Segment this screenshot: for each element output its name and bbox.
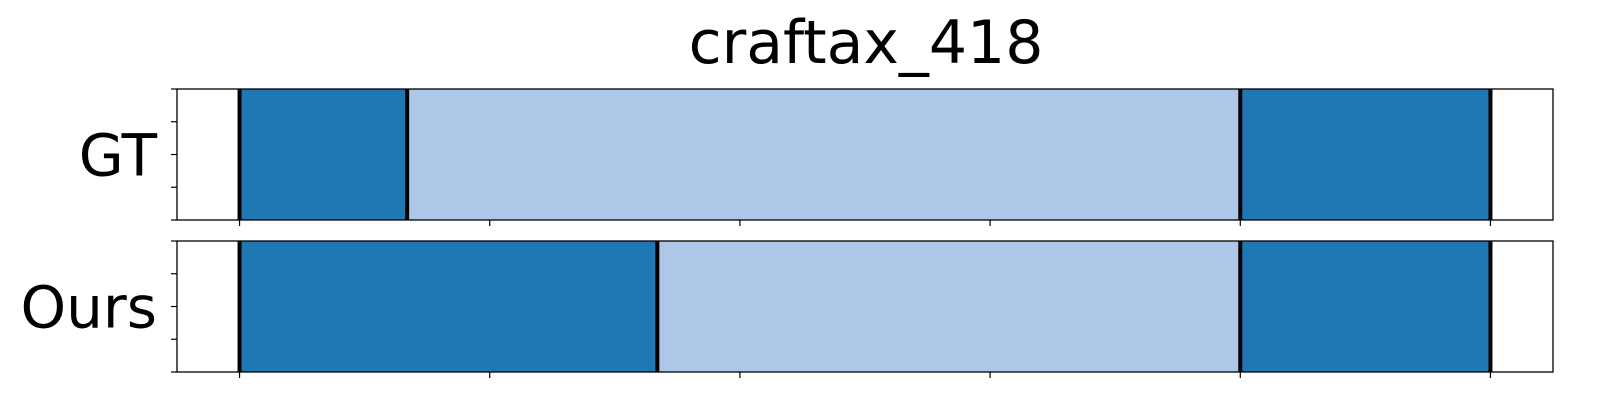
row-label-ours: Ours bbox=[21, 274, 157, 342]
segment-ours-1 bbox=[239, 241, 658, 372]
segment-ours-2 bbox=[657, 241, 1241, 372]
segment-gt-3 bbox=[1240, 89, 1491, 220]
segment-gt-1 bbox=[239, 89, 408, 220]
row-gt: GT bbox=[79, 88, 1554, 226]
segment-ours-3 bbox=[1240, 241, 1491, 372]
segment-gt-2 bbox=[407, 89, 1241, 220]
row-label-gt: GT bbox=[79, 122, 158, 190]
chart-title: craftax_418 bbox=[689, 8, 1044, 78]
row-ours: Ours bbox=[21, 240, 1554, 378]
